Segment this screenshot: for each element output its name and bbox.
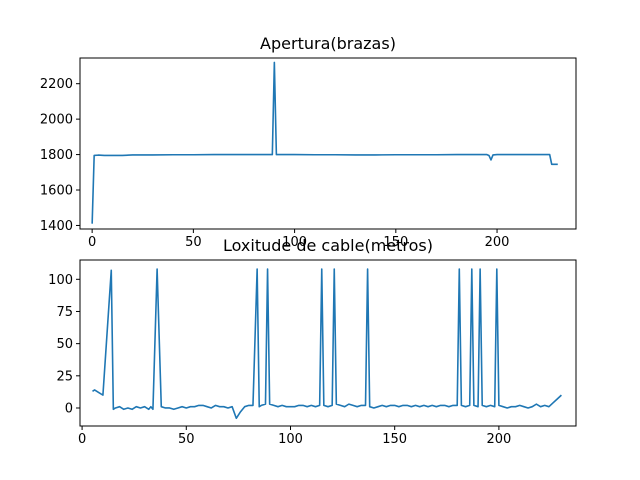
bottom-x-tick-label: 0 [78,432,86,447]
bottom-axes-frame [79,259,577,427]
top-chart-apertura: 0 50 100 150 200 1400 1600 1800 2000 2200 Apertura… [40,34,577,250]
bottom-series-line-0 [92,268,562,420]
top-x-tick-label: 100 [282,235,307,250]
top-chart-title: Apertura(brazas) [260,34,396,53]
top-y-tick-label: 1600 [40,184,73,199]
top-series-line-0 [91,61,558,224]
bottom-y-tick-label: 50 [56,337,73,352]
bottom-y-tick-label: 0 [65,401,73,416]
top-x-tick-label: 150 [383,235,408,250]
bottom-x-tick-label: 50 [178,432,195,447]
top-y-tick-label: 1400 [40,219,73,234]
top-x-tick-label: 200 [485,235,510,250]
top-x-tick-label: 0 [88,235,96,250]
bottom-y-tick-label: 25 [56,369,73,384]
bottom-x-tick-label: 100 [278,432,303,447]
top-y-tick-label: 2200 [40,77,73,92]
top-y-tick-label: 1800 [40,148,73,163]
top-x-tick-label: 50 [185,235,202,250]
bottom-chart-title: Loxitude de cable(metros) [223,236,433,255]
top-axes-frame [79,57,577,230]
bottom-y-tick-label: 100 [48,273,73,288]
bottom-y-tick-label: 75 [56,305,73,320]
top-y-tick-label: 2000 [40,113,73,128]
bottom-x-tick-label: 150 [382,432,407,447]
bottom-x-tick-label: 200 [486,432,511,447]
